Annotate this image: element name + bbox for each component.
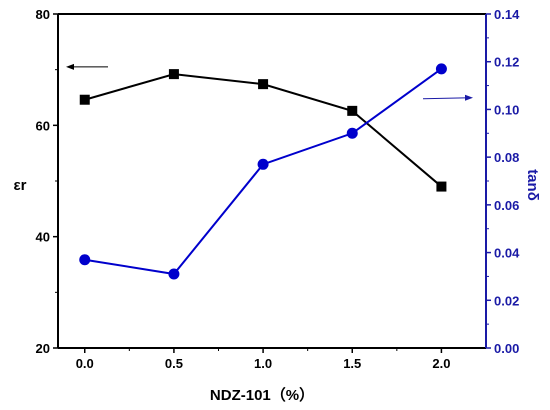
series <box>79 63 447 280</box>
tan-delta-point <box>346 127 358 139</box>
axis-indicator-arrows <box>66 63 473 101</box>
right-y-tick-label: 0.14 <box>494 7 520 22</box>
right-axis-arrowhead <box>465 94 473 101</box>
right-axis-arrow <box>422 97 471 100</box>
axes <box>57 13 487 349</box>
left-axis-arrowhead <box>66 63 74 70</box>
left-y-tick-label: 60 <box>36 118 50 133</box>
tan-delta-line <box>84 68 443 276</box>
epsilon-r-point <box>347 105 358 116</box>
epsilon-r-point <box>168 69 179 80</box>
x-tick-label: 0.0 <box>76 356 94 371</box>
left-y-tick-label: 80 <box>36 7 50 22</box>
tan-delta-point <box>168 268 180 280</box>
right-y-tick-label: 0.06 <box>494 198 519 213</box>
x-tick-label: 0.5 <box>165 356 183 371</box>
right-y-tick-label: 0.00 <box>494 341 519 356</box>
tan-delta-point <box>435 63 447 75</box>
tan-delta-point <box>257 158 269 170</box>
right-y-tick-label: 0.12 <box>494 55 519 70</box>
right-y-axis-title: tanδ <box>524 169 541 201</box>
epsilon-r-point <box>79 94 90 105</box>
right-y-tick-label: 0.08 <box>494 150 519 165</box>
right-y-tick-label: 0.02 <box>494 293 519 308</box>
left-y-axis-title: εr <box>14 177 27 194</box>
x-axis-title: NDZ-101（%） <box>210 386 314 404</box>
left-y-tick-label: 40 <box>36 230 50 245</box>
x-tick-label: 2.0 <box>432 356 450 371</box>
epsilon-r-point <box>436 181 447 192</box>
x-tick-label: 1.0 <box>254 356 272 371</box>
tan-delta-point <box>79 254 91 266</box>
epsilon-r-point <box>258 79 269 90</box>
x-tick-label: 1.5 <box>343 356 361 371</box>
ticks: 0.0 0.5 1.0 1.5 2.0 20 40 60 80 0.00 0.02 0.04 0.06 0… <box>36 7 521 371</box>
left-y-tick-label: 20 <box>36 341 50 356</box>
right-y-tick-label: 0.10 <box>494 102 519 117</box>
right-y-tick-label: 0.04 <box>494 246 520 261</box>
